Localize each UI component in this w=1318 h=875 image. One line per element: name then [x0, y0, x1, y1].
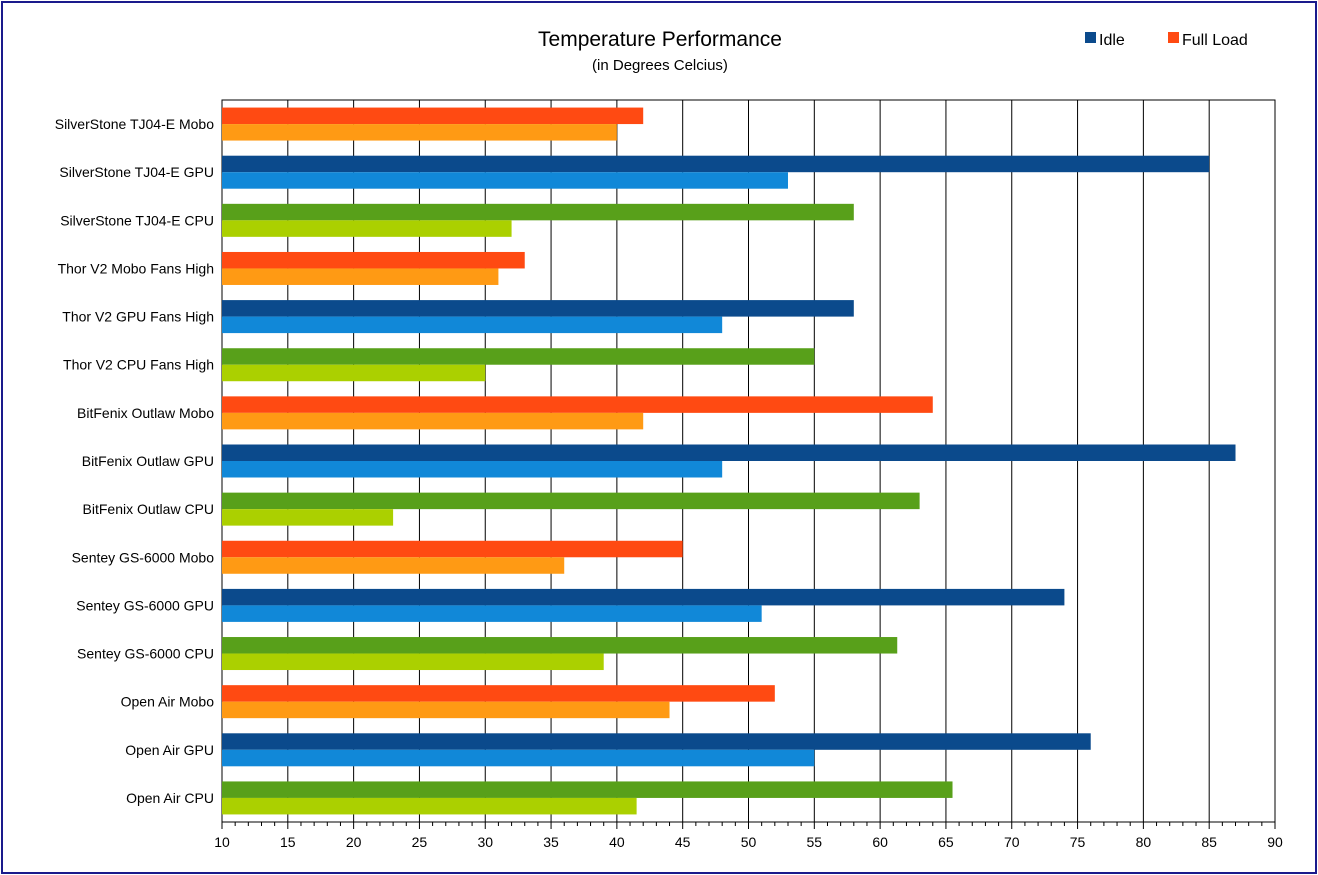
bar-full-load-bitfenix-outlaw-cpu	[222, 492, 920, 510]
tick-label-60: 60	[872, 834, 888, 850]
tick-label-55: 55	[807, 834, 823, 850]
tick-label-20: 20	[346, 834, 362, 850]
tick-label-75: 75	[1070, 834, 1086, 850]
bars	[222, 107, 1236, 815]
tick-label-70: 70	[1004, 834, 1020, 850]
category-label-open-air-cpu: Open Air CPU	[126, 790, 214, 806]
tick-label-25: 25	[412, 834, 428, 850]
category-label-sentey-gs-6000-gpu: Sentey GS-6000 GPU	[76, 597, 214, 613]
bar-idle-silverstone-tj04-e-gpu	[222, 172, 788, 189]
legend-label-idle: Idle	[1099, 32, 1125, 49]
tick-label-45: 45	[675, 834, 691, 850]
bar-idle-open-air-cpu	[222, 797, 637, 815]
bar-full-load-thor-v2-mobo-fans-high	[222, 251, 525, 269]
bar-full-load-thor-v2-cpu-fans-high	[222, 348, 815, 365]
category-label-sentey-gs-6000-mobo: Sentey GS-6000 Mobo	[72, 549, 215, 565]
legend-label-full-load: Full Load	[1182, 32, 1248, 49]
bar-full-load-sentey-gs-6000-gpu	[222, 588, 1065, 606]
category-label-silverstone-tj04-e-cpu: SilverStone TJ04-E CPU	[60, 212, 214, 228]
category-label-thor-v2-gpu-fans-high: Thor V2 GPU Fans High	[62, 309, 214, 325]
bar-idle-thor-v2-cpu-fans-high	[222, 364, 486, 382]
category-label-thor-v2-cpu-fans-high: Thor V2 CPU Fans High	[63, 357, 214, 373]
bar-idle-silverstone-tj04-e-cpu	[222, 220, 512, 237]
legend-swatch-idle	[1085, 32, 1096, 43]
bar-idle-thor-v2-mobo-fans-high	[222, 268, 499, 285]
bar-full-load-open-air-gpu	[222, 733, 1091, 750]
tick-label-40: 40	[609, 834, 625, 850]
tick-label-50: 50	[741, 834, 757, 850]
bar-full-load-thor-v2-gpu-fans-high	[222, 300, 854, 317]
legend-swatch-full-load	[1168, 32, 1179, 43]
bar-full-load-open-air-cpu	[222, 781, 953, 798]
category-label-silverstone-tj04-e-mobo: SilverStone TJ04-E Mobo	[55, 116, 214, 132]
bar-full-load-silverstone-tj04-e-cpu	[222, 203, 854, 221]
bar-full-load-open-air-mobo	[222, 685, 775, 702]
bar-idle-bitfenix-outlaw-mobo	[222, 412, 644, 430]
bar-idle-open-air-gpu	[222, 749, 815, 767]
tick-label-80: 80	[1136, 834, 1152, 850]
bar-idle-open-air-mobo	[222, 701, 670, 719]
tick-label-90: 90	[1267, 834, 1283, 850]
bar-idle-bitfenix-outlaw-gpu	[222, 461, 723, 478]
tick-label-35: 35	[543, 834, 559, 850]
chart-subtitle: (in Degrees Celcius)	[592, 57, 728, 74]
category-label-bitfenix-outlaw-cpu: BitFenix Outlaw CPU	[83, 501, 214, 517]
bar-idle-sentey-gs-6000-mobo	[222, 557, 565, 574]
bar-idle-sentey-gs-6000-gpu	[222, 605, 762, 622]
tick-label-85: 85	[1201, 834, 1217, 850]
category-label-bitfenix-outlaw-gpu: BitFenix Outlaw GPU	[82, 453, 214, 469]
tick-label-15: 15	[280, 834, 296, 850]
category-label-open-air-gpu: Open Air GPU	[125, 742, 214, 758]
legend: Idle Full Load	[1085, 32, 1248, 49]
bar-idle-thor-v2-gpu-fans-high	[222, 316, 723, 334]
tick-label-30: 30	[477, 834, 493, 850]
bar-full-load-sentey-gs-6000-mobo	[222, 540, 683, 558]
tick-label-65: 65	[938, 834, 954, 850]
category-label-bitfenix-outlaw-mobo: BitFenix Outlaw Mobo	[77, 405, 214, 421]
tick-label-10: 10	[214, 834, 230, 850]
category-labels: SilverStone TJ04-E Mobo SilverStone TJ04-…	[55, 116, 214, 806]
bar-full-load-sentey-gs-6000-cpu	[222, 637, 898, 654]
bar-full-load-silverstone-tj04-e-gpu	[222, 155, 1210, 173]
category-label-thor-v2-mobo-fans-high: Thor V2 Mobo Fans High	[58, 260, 214, 276]
bar-full-load-silverstone-tj04-e-mobo	[222, 107, 644, 125]
x-axis: 10 15 20 25 30 35 40 45 50 55 60 65 70 75 80 85 90	[214, 822, 1283, 850]
category-label-silverstone-tj04-e-gpu: SilverStone TJ04-E GPU	[59, 164, 214, 180]
chart-title: Temperature Performance	[538, 28, 782, 51]
category-label-sentey-gs-6000-cpu: Sentey GS-6000 CPU	[77, 646, 214, 662]
bar-full-load-bitfenix-outlaw-mobo	[222, 396, 933, 413]
bar-idle-sentey-gs-6000-cpu	[222, 653, 604, 671]
bar-idle-silverstone-tj04-e-mobo	[222, 124, 617, 141]
bar-full-load-bitfenix-outlaw-gpu	[222, 444, 1236, 461]
bar-idle-bitfenix-outlaw-cpu	[222, 509, 394, 526]
category-label-open-air-mobo: Open Air Mobo	[121, 694, 215, 710]
